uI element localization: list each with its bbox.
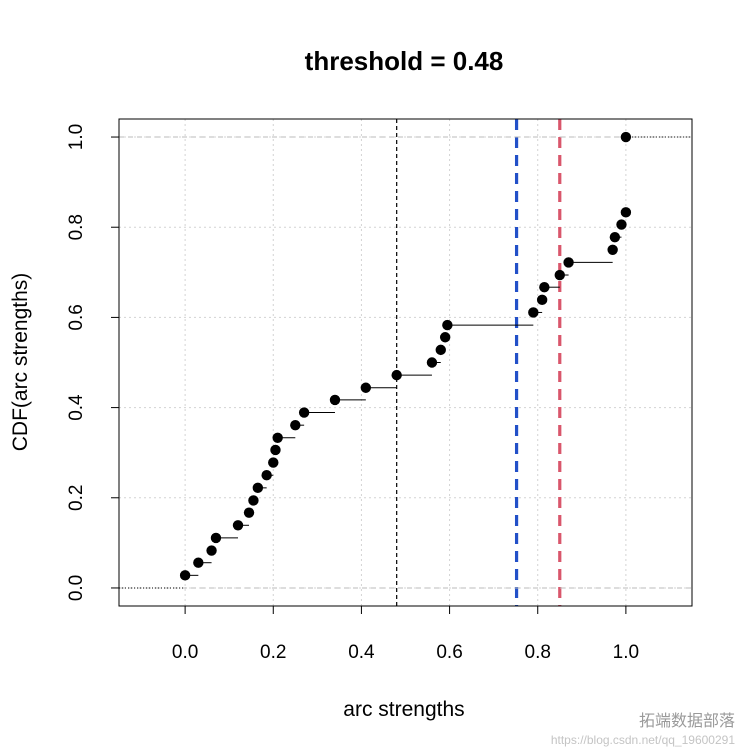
data-point-10	[270, 444, 281, 456]
data-point-18	[435, 344, 446, 356]
y-tick-label-1: 0.2	[66, 485, 87, 511]
data-point-14	[329, 394, 341, 406]
data-point-28	[616, 219, 627, 230]
x-tick-label-5: 1.0	[613, 642, 639, 663]
cdf-steps	[119, 136, 692, 589]
data-point-8	[261, 470, 272, 481]
x-tick-label-0: 0.0	[172, 642, 198, 663]
data-point-3	[210, 532, 222, 544]
x-axis-label: arc strengths	[343, 698, 464, 721]
data-point-9	[268, 457, 279, 468]
x-tick-label-4: 0.8	[525, 642, 551, 663]
data-point-7	[252, 482, 264, 494]
data-point-22	[536, 294, 548, 306]
data-point-20	[442, 319, 453, 331]
y-axis-label: CDF(arc strengths)	[9, 273, 32, 452]
chart-title: threshold = 0.48	[305, 46, 504, 76]
x-axis: 0.0 0.2 0.4 0.6 0.8 1.0	[172, 605, 639, 663]
data-point-15	[360, 382, 372, 393]
data-point-11	[272, 432, 283, 444]
x-tick-label-3: 0.6	[436, 642, 462, 663]
data-point-6	[248, 495, 259, 506]
data-point-5	[243, 507, 255, 518]
watermark-text: 拓端数据部落	[638, 713, 735, 730]
x-tick-label-2: 0.4	[348, 642, 375, 663]
y-tick-label-3: 0.6	[66, 304, 87, 330]
data-point-4	[232, 520, 244, 531]
data-point-27	[609, 231, 621, 243]
plot-frame	[118, 118, 693, 607]
data-point-25	[563, 257, 574, 268]
y-tick-label-2: 0.4	[66, 394, 87, 421]
watermark-url: https://blog.csdn.net/qq_19600291	[550, 733, 735, 747]
cdf-points	[179, 131, 632, 581]
y-tick-label-4: 0.8	[66, 214, 87, 240]
data-point-12	[290, 419, 301, 431]
data-point-1	[193, 557, 204, 568]
data-point-0	[179, 570, 191, 581]
data-point-21	[528, 307, 539, 318]
data-point-16	[391, 369, 402, 381]
data-point-13	[298, 407, 310, 418]
data-point-24	[554, 269, 565, 281]
grid	[119, 119, 692, 606]
y-axis: 0.0 0.2 0.4 0.6 0.8 1.0	[66, 124, 120, 601]
x-tick-label-1: 0.2	[260, 642, 286, 663]
y-tick-label-5: 1.0	[66, 124, 87, 150]
reference-lines	[119, 119, 692, 606]
data-point-29	[620, 207, 632, 218]
data-point-26	[607, 244, 618, 255]
data-point-30	[620, 131, 632, 143]
data-point-23	[539, 281, 550, 293]
data-point-2	[206, 545, 217, 556]
data-point-17	[426, 357, 438, 368]
data-point-19	[439, 332, 451, 343]
y-tick-label-0: 0.0	[66, 575, 87, 601]
